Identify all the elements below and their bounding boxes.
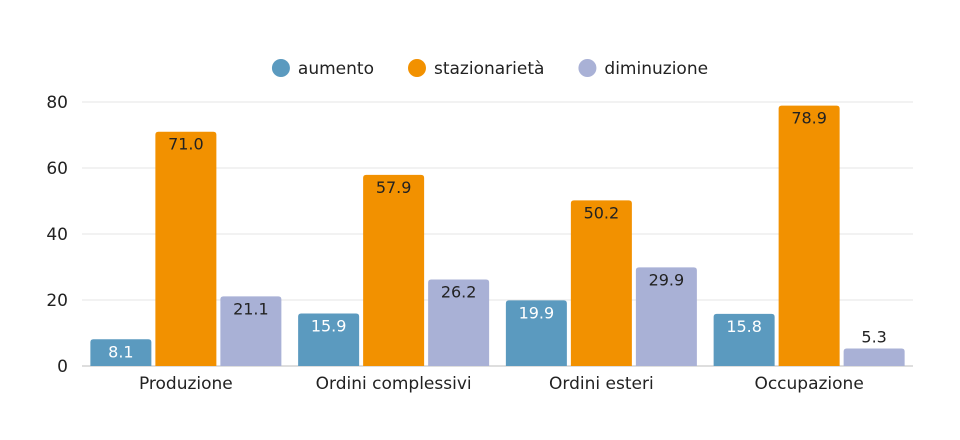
- legend-label: stazionarietà: [434, 59, 544, 79]
- x-tick-label: Ordini complessivi: [316, 374, 472, 394]
- data-label: 15.9: [311, 317, 347, 336]
- bar-stazionarietà-1: [363, 174, 425, 366]
- x-tick-label: Produzione: [139, 374, 233, 394]
- data-label: 15.8: [726, 317, 762, 336]
- y-tick-label: 80: [46, 93, 68, 113]
- data-label: 19.9: [519, 303, 555, 322]
- legend: aumento stazionarietà diminuzione: [271, 59, 708, 79]
- bar-diminuzione-1: [428, 279, 490, 366]
- bar-diminuzione-2: [635, 267, 697, 366]
- x-tick-label: Occupazione: [754, 374, 863, 394]
- y-tick-label: 40: [46, 225, 68, 245]
- y-tick-label: 20: [46, 291, 68, 311]
- data-label: 26.2: [441, 283, 477, 302]
- data-label: 71.0: [168, 135, 204, 154]
- legend-label: diminuzione: [604, 59, 708, 79]
- data-label: 57.9: [376, 178, 412, 197]
- legend-marker: [271, 59, 290, 77]
- bar-aumento-1: [298, 313, 360, 366]
- bar-diminuzione-3: [843, 348, 905, 366]
- bar-aumento-2: [505, 300, 567, 366]
- data-label: 78.9: [791, 109, 827, 128]
- bar-diminuzione-0: [220, 296, 282, 366]
- data-label: 29.9: [649, 270, 685, 289]
- data-label: 8.1: [108, 342, 133, 361]
- y-tick-label: 60: [46, 159, 68, 179]
- y-tick-label: 0: [57, 357, 68, 377]
- x-tick-label: Ordini esteri: [549, 374, 654, 394]
- bar-aumento-3: [713, 313, 775, 366]
- bars-layer: [90, 105, 905, 366]
- bar-stazionarietà-2: [570, 200, 632, 366]
- bar-stazionarietà-3: [778, 105, 840, 366]
- legend-marker: [578, 59, 597, 77]
- axis-layer: 0 20 40 60 80 Produzione Ordini complessivi Ord…: [46, 93, 863, 394]
- data-label: 5.3: [861, 328, 886, 347]
- bar-aumento-0: [90, 339, 152, 366]
- data-label: 50.2: [584, 203, 620, 222]
- labels-layer: 8.1 71.0 21.1 15.9 57.9 26.2 19.9 50.2 29.9 15.8 7…: [108, 109, 887, 362]
- legend-marker: [407, 59, 426, 77]
- bar-stazionarietà-0: [155, 131, 217, 366]
- data-label: 21.1: [233, 299, 269, 318]
- legend-label: aumento: [298, 59, 374, 79]
